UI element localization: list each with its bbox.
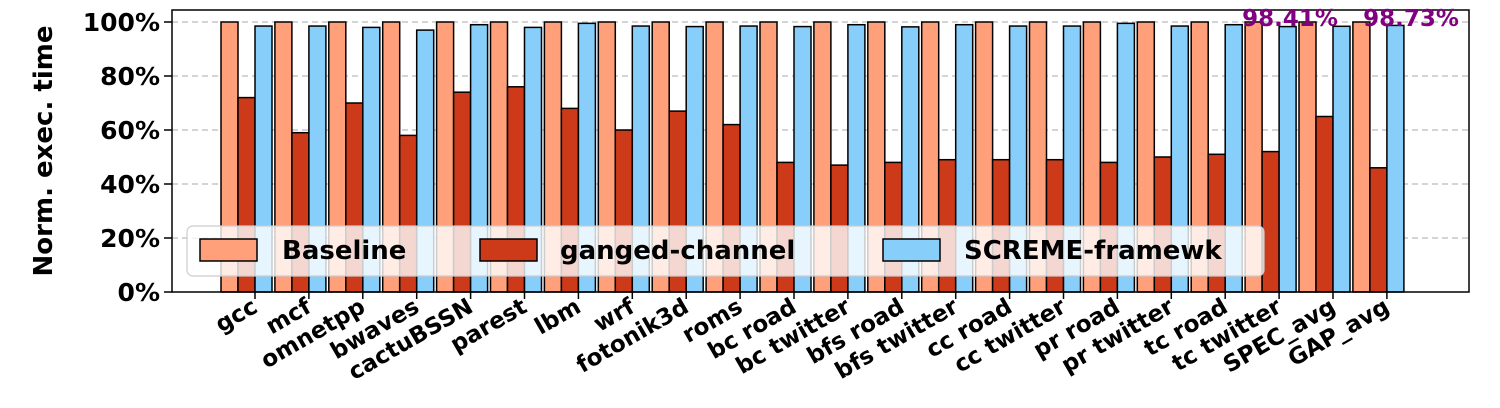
- annotations: 98.41% 98.73%: [1242, 6, 1459, 32]
- y-tick-label: 40%: [100, 170, 160, 199]
- plot-frame: [171, 9, 1470, 293]
- y-axis: 0% 20% 40% 60% 80% 100%: [83, 8, 172, 307]
- x-tick-label: lbm: [531, 294, 586, 341]
- y-tick-label: 100%: [83, 8, 160, 37]
- y-tick-label: 0%: [118, 278, 160, 307]
- legend-swatch: [199, 238, 258, 262]
- bar-ganged-channel: [1369, 167, 1388, 293]
- legend-swatch: [479, 238, 538, 262]
- y-tick-label: 80%: [100, 62, 160, 91]
- value-annotation: 98.73%: [1363, 6, 1459, 32]
- bar-screme-framewk: [1332, 25, 1351, 293]
- x-tick-label: gcc: [211, 294, 262, 338]
- y-tick-label: 20%: [100, 224, 160, 253]
- legend: Baseline ganged-channel SCREME-framewk: [186, 225, 1265, 277]
- bar-baseline: [1352, 21, 1371, 293]
- value-annotation: 98.41%: [1242, 6, 1338, 32]
- bar-ganged-channel: [1315, 115, 1334, 293]
- y-axis-label: Norm. exec. time: [29, 26, 59, 277]
- legend-box: [186, 225, 1265, 277]
- bar-ganged-channel: [1261, 150, 1280, 293]
- legend-label: SCREME-framewk: [964, 236, 1222, 266]
- bar-screme-framewk: [1278, 25, 1297, 293]
- bar-baseline: [1298, 21, 1317, 293]
- legend-swatch: [882, 238, 941, 262]
- y-tick-label: 60%: [100, 116, 160, 145]
- legend-label: Baseline: [282, 236, 406, 266]
- bar-screme-framewk: [1386, 24, 1405, 293]
- legend-label: ganged-channel: [560, 236, 795, 266]
